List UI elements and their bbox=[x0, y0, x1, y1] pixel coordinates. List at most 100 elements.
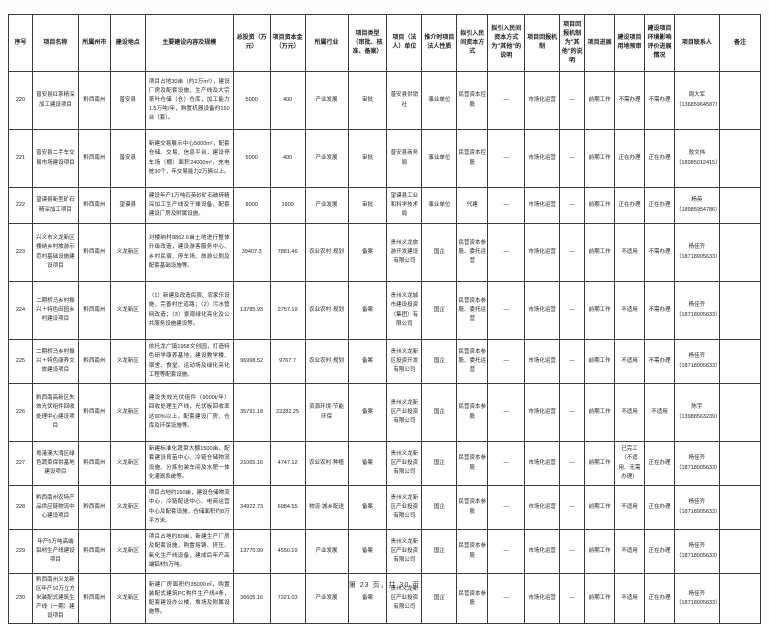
table-cell: 义龙新区 bbox=[109, 383, 146, 442]
table-cell: 国企 bbox=[421, 485, 458, 530]
table-cell: — bbox=[487, 485, 526, 530]
table-cell: 对楼纳村8862.6亩土地进行整体升级改造，建设游客服务中心、乡村民宿、停车场、… bbox=[144, 223, 234, 282]
table-cell: 400 bbox=[269, 71, 306, 130]
table-cell: 不适用 bbox=[614, 485, 646, 530]
table-cell: 普安县二手车交易市场建设项目 bbox=[31, 129, 79, 188]
table-cell: — bbox=[559, 187, 586, 224]
serial-cell: 221 bbox=[8, 129, 33, 188]
table-cell: 正在办理 bbox=[644, 441, 675, 486]
table-cell: 34922.73 bbox=[232, 485, 271, 530]
table-cell bbox=[718, 485, 762, 530]
table-cell: 事业单位 bbox=[421, 129, 458, 188]
table-cell: 黔西南州 bbox=[77, 441, 111, 486]
table-cell: 项目占地约150亩，建设仓储物流中心、冷链配送中心、电商运营中心及配套设施，仓储… bbox=[144, 485, 234, 530]
table-cell: 黔西南州 bbox=[77, 485, 111, 530]
table-cell: 杨佳齐 （18718905633） bbox=[673, 441, 721, 486]
table-cell: 市场化运营 bbox=[524, 383, 561, 442]
table-cell: 普安县供销社 bbox=[386, 71, 423, 130]
column-header: 项目类型（审批、核准、备案） bbox=[347, 14, 388, 72]
table-cell: 项目占地30亩（约2万m²），建设厂房及配套设施、生产线及大宗茶叶仓储（仓）仓库… bbox=[144, 71, 234, 130]
table-cell: 新建标准化蔬菜大棚1500亩，配套建设育苗中心、冷链仓储物流设施、分拣包装车间及… bbox=[144, 441, 234, 486]
table-cell: 市场化运营 bbox=[524, 485, 561, 530]
table-cell: 代建 bbox=[456, 187, 489, 224]
table-cell: 普安县红茶精深加工建设项目 bbox=[31, 71, 79, 130]
table-cell: 正在办理 bbox=[644, 529, 675, 574]
table-cell bbox=[718, 281, 762, 340]
table-cell: 5000 bbox=[232, 71, 271, 130]
table-cell: 物流·城乡配送 bbox=[304, 485, 349, 530]
table-cell: 审批 bbox=[347, 129, 388, 188]
table-cell: 4550.19 bbox=[269, 529, 306, 574]
table-cell: 杨佳齐 （18718905633） bbox=[673, 281, 721, 340]
table-cell: 备案 bbox=[347, 441, 388, 486]
table-cell: 民营资本参股 bbox=[456, 529, 489, 574]
column-header: 项目回报机制为"其他"的说明 bbox=[559, 14, 586, 72]
table-cell: 8000 bbox=[232, 187, 271, 224]
table-cell: 农业农村·规划 bbox=[304, 339, 349, 384]
table-cell: 普安县商务局 bbox=[386, 129, 423, 188]
table-cell: — bbox=[487, 281, 526, 340]
table-cell: 国企 bbox=[421, 281, 458, 340]
table-cell: 已完工（不适用、无需办理） bbox=[614, 441, 646, 486]
table-row: 226 黔西南高新区失效光伏组件回收处理中心建设项目 黔西南州 义龙新区 建设失效光伏组… bbox=[8, 383, 762, 442]
column-header: 拟引入民间资本方式为"其他"的说明 bbox=[487, 14, 526, 72]
header-row: 序号 项目名称 所属州市 建设地点 主要建设内容及规模 总投资（万元） 项目资本金（万元）所… bbox=[8, 14, 762, 72]
serial-cell: 229 bbox=[8, 529, 33, 574]
table-cell: 13770.99 bbox=[232, 529, 271, 574]
table-cell: 不适用 bbox=[644, 383, 675, 442]
table-cell: 备案 bbox=[347, 485, 388, 530]
column-header: 所属行业 bbox=[304, 14, 349, 72]
table-cell: 不需办理 bbox=[644, 281, 675, 340]
table-cell: 400 bbox=[269, 129, 306, 188]
table-cell: 不适用 bbox=[614, 223, 646, 282]
table-cell: 民营资本参股 bbox=[456, 383, 489, 442]
table-cell: — bbox=[487, 187, 526, 224]
table-cell: 杨佳齐 （18718905633） bbox=[673, 223, 721, 282]
column-header: 项目（法人）单位 bbox=[386, 14, 423, 72]
column-header: 建设项目用地预审 bbox=[614, 14, 646, 72]
table-cell: 9767.7 bbox=[269, 339, 306, 384]
table-cell: 黔西南州 bbox=[77, 129, 111, 188]
table-cell: 前期工作 bbox=[584, 441, 616, 486]
table-cell: 贵州义龙新区投资开发有限公司 bbox=[386, 339, 423, 384]
table-row: 220 普安县红茶精深加工建设项目 黔西南州 普安县 项目占地30亩（约2万m²），建设… bbox=[8, 71, 762, 130]
table-cell: 审批 bbox=[347, 71, 388, 130]
table-cell bbox=[718, 441, 762, 486]
table-cell: 普安县 bbox=[109, 129, 146, 188]
table-cell: — bbox=[559, 129, 586, 188]
table-cell: 民营资本参股 bbox=[456, 485, 489, 530]
table-cell: 不适用 bbox=[614, 281, 646, 340]
table-body: 220 普安县红茶精深加工建设项目 黔西南州 普安县 项目占地30亩（约2万m²），建设… bbox=[8, 71, 762, 624]
table-cell: 望谟县新型矿石精深加工项目 bbox=[31, 187, 79, 224]
table-cell: 市场化运营 bbox=[524, 529, 561, 574]
page-number-footer: 第 23 页，共 30 页 bbox=[348, 582, 421, 589]
table-cell bbox=[718, 187, 762, 224]
table-cell: 黔西南州 bbox=[77, 339, 111, 384]
table-cell: 杨佳齐 （18718905633） bbox=[673, 529, 721, 574]
table-cell: 贵州义龙新区产业投资有限公司 bbox=[386, 383, 423, 442]
table-cell: 周大军 （13685964587） bbox=[673, 71, 721, 130]
table-cell: 民营资本参股、委托运营 bbox=[456, 339, 489, 384]
table-cell: — bbox=[487, 129, 526, 188]
serial-cell: 224 bbox=[8, 281, 33, 340]
table-cell: 杨佳齐 （18718905633） bbox=[673, 339, 721, 384]
table-cell: 不需办理 bbox=[644, 223, 675, 282]
table-cell: 正在办理 bbox=[644, 129, 675, 188]
table-cell: 前期工作 bbox=[584, 383, 616, 442]
table-cell: 产业发展 bbox=[304, 71, 349, 130]
table-cell: 杨英 （18985954786） bbox=[673, 187, 721, 224]
table-cell: — bbox=[559, 281, 586, 340]
table-cell: 市场化运营 bbox=[524, 339, 561, 384]
table-cell: 黔西南州 bbox=[77, 71, 111, 130]
table-cell: 望谟县工业和科学技术局 bbox=[386, 187, 423, 224]
table-cell: 黔西南州农特产品供应链物流中心建设项目 bbox=[31, 485, 79, 530]
table-cell: 不适用 bbox=[614, 339, 646, 384]
table-cell: 黔西南州 bbox=[77, 187, 111, 224]
table-cell bbox=[718, 339, 762, 384]
table-cell: — bbox=[559, 485, 586, 530]
table-cell: — bbox=[487, 441, 526, 486]
table-cell: — bbox=[559, 71, 586, 130]
table-header: 序号 项目名称 所属州市 建设地点 主要建设内容及规模 总投资（万元） 项目资本金（万元）所… bbox=[8, 14, 762, 72]
serial-cell: 225 bbox=[8, 339, 33, 384]
table-cell: 市场化运营 bbox=[524, 187, 561, 224]
